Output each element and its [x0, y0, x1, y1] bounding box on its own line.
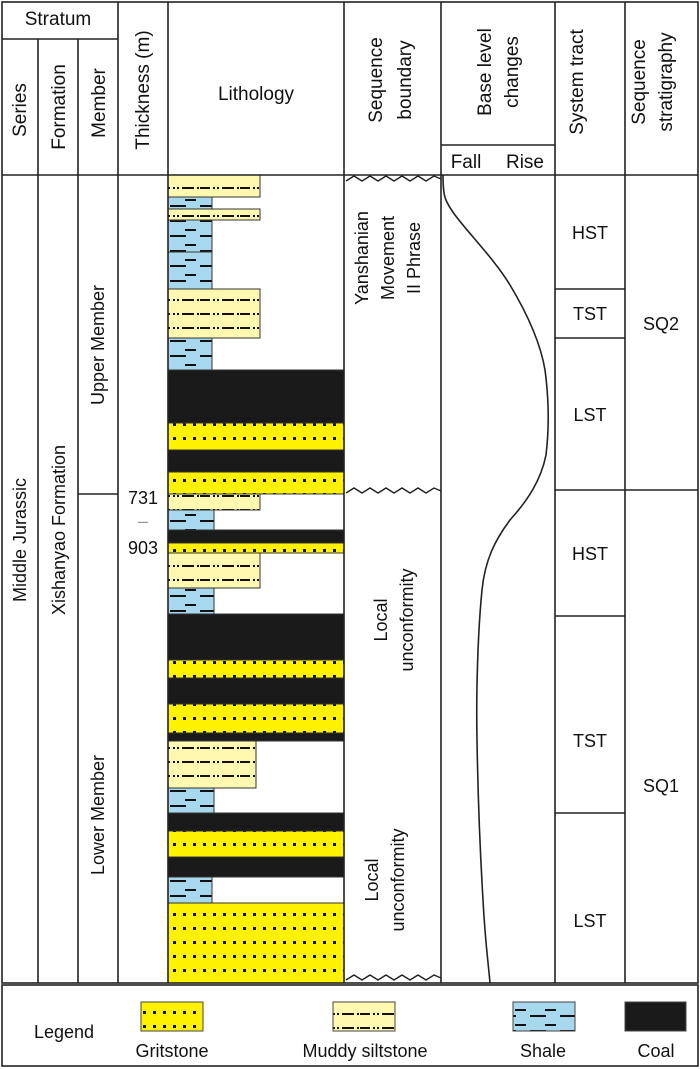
system-tract-lst-upper: LST: [573, 405, 606, 425]
system-tract-hst-upper: HST: [572, 223, 608, 243]
layer-muddy-siltstone: [167, 208, 261, 221]
layer-coal: [167, 812, 345, 832]
layer-coal: [167, 529, 345, 544]
layer-gritstone: [167, 830, 345, 858]
header-member: Member: [89, 67, 110, 137]
layer-shale: [167, 509, 215, 531]
system-tract-hst-lower: HST: [572, 544, 608, 564]
layer-gritstone: [167, 542, 345, 554]
system-tract-tst-lower: TST: [573, 731, 607, 751]
legend-label-shale: Shale: [520, 1041, 566, 1061]
boundary-yanshanian-line2: Movement: [378, 216, 398, 300]
header-rise: Rise: [506, 152, 544, 173]
layer-coal: [167, 677, 345, 705]
legend-label-coal: Coal: [637, 1041, 674, 1061]
formation-value: Xishanyao Formation: [49, 445, 69, 615]
legend-label-gritstone: Gritstone: [135, 1041, 208, 1061]
header-base-level-line1: Base level: [475, 28, 496, 116]
unconformity-line-top: [345, 175, 442, 182]
header-system-tract: System tract: [567, 28, 588, 134]
thickness-separator: –: [138, 511, 148, 531]
legend-swatch-coal: [624, 1001, 687, 1032]
legend: Legend Gritstone Muddy siltstone Shale C…: [34, 1001, 687, 1061]
boundary-local-2-line2: unconformity: [388, 828, 408, 931]
layer-shale: [167, 219, 213, 253]
legend-label-muddy-siltstone: Muddy siltstone: [302, 1041, 427, 1061]
header-series: Series: [10, 83, 31, 137]
layer-shale: [167, 251, 213, 290]
header-sequence-stratigraphy-line2: stratigraphy: [656, 32, 677, 132]
layer-muddy-siltstone: [167, 552, 261, 589]
layer-muddy-siltstone: [167, 288, 261, 339]
header-lithology: Lithology: [218, 84, 295, 105]
system-tract-lst-lower: LST: [573, 911, 606, 931]
header-thickness: Thickness (m): [133, 30, 154, 149]
sequence-sq2: SQ2: [643, 314, 679, 334]
layer-shale: [167, 787, 215, 814]
layer-gritstone: [167, 471, 345, 495]
layer-gritstone: [167, 703, 345, 734]
layer-gritstone: [167, 659, 345, 679]
legend-swatch-muddy-siltstone: [332, 1001, 396, 1032]
header-sequence-stratigraphy-line1: Sequence: [629, 39, 650, 125]
layer-shale: [167, 196, 213, 210]
thickness-max: 903: [128, 538, 158, 558]
series-value: Middle Jurassic: [10, 478, 30, 602]
header-base-level-line2: changes: [502, 36, 523, 108]
header-fall: Fall: [451, 152, 482, 173]
layer-gritstone: [167, 422, 345, 451]
layer-coal: [167, 613, 345, 661]
base-level-curve: [442, 174, 549, 984]
layer-muddy-siltstone: [167, 174, 261, 198]
legend-swatch-shale: [512, 1001, 576, 1032]
layer-coal: [167, 369, 345, 424]
boundary-yanshanian-line3: II Phrase: [404, 222, 424, 294]
header-sequence-boundary-line2: boundary: [395, 40, 416, 120]
member-upper: Upper Member: [88, 285, 108, 405]
lithology-layers: [167, 174, 345, 984]
thickness-min: 731: [128, 488, 158, 508]
layer-muddy-siltstone: [167, 493, 261, 511]
header-stratum: Stratum: [25, 9, 92, 30]
system-tract-tst-upper: TST: [573, 304, 607, 324]
layer-gritstone: [167, 902, 345, 984]
header-sequence-boundary-line1: Sequence: [366, 37, 387, 123]
layer-muddy-siltstone: [167, 740, 257, 789]
boundary-local-1-line2: unconformity: [397, 568, 417, 671]
layer-shale: [167, 337, 213, 371]
layer-shale: [167, 876, 213, 904]
layer-coal: [167, 856, 345, 878]
boundary-local-1-line1: Local: [371, 598, 391, 641]
boundary-local-2-line1: Local: [362, 858, 382, 901]
legend-swatch-gritstone: [140, 1001, 204, 1032]
boundary-yanshanian-line1: Yanshanian: [352, 211, 372, 305]
layer-coal: [167, 449, 345, 473]
sequence-sq1: SQ1: [643, 776, 679, 796]
layer-coal: [167, 732, 345, 742]
layer-shale: [167, 587, 215, 615]
unconformity-line-middle: [345, 487, 442, 494]
legend-title: Legend: [34, 1022, 94, 1042]
unconformity-line-bottom: [345, 974, 442, 981]
member-lower: Lower Member: [88, 755, 108, 875]
header-formation: Formation: [49, 64, 70, 150]
